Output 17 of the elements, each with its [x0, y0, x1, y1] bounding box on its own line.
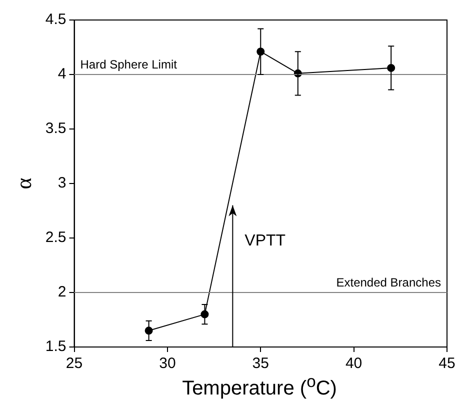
x-tick-label: 40 — [345, 355, 362, 372]
x-tick-label: 35 — [252, 355, 269, 372]
x-tick-label: 45 — [438, 355, 456, 372]
y-tick-label: 3.5 — [45, 120, 66, 138]
ref-line-label: Hard Sphere Limit — [80, 58, 178, 72]
y-tick-label: 2 — [58, 284, 66, 301]
y-tick-label: 3 — [58, 174, 66, 192]
y-tick-label: 4 — [58, 66, 66, 83]
y-axis-title: α — [10, 177, 36, 190]
y-tick-label: 2.5 — [45, 229, 66, 246]
y-tick-label: 1.5 — [45, 338, 66, 356]
x-axis-title: Temperature ($^{o}$C) — [181, 372, 338, 401]
y-tick-label: 4.5 — [45, 11, 66, 28]
x-tick-label: 30 — [159, 355, 176, 372]
ref-line-label: Extended Branches — [336, 276, 441, 290]
annotation: VPTT — [244, 232, 286, 250]
x-tick-label: 25 — [66, 355, 83, 372]
